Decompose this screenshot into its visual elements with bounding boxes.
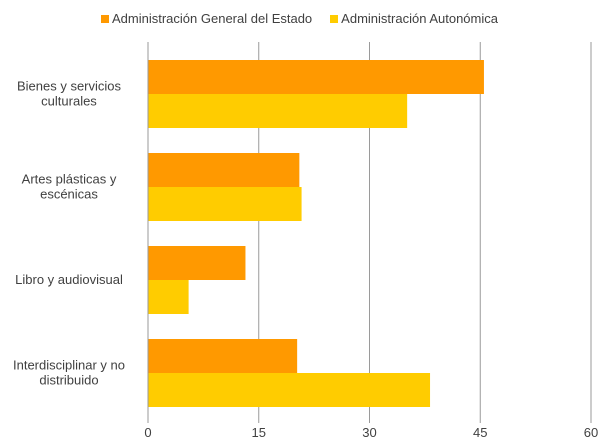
legend-swatch-autonomica <box>330 14 339 23</box>
bar-autonomica-0 <box>148 94 408 128</box>
category-label: Interdisciplinar y no distribuido <box>13 358 125 388</box>
category-labels: Bienes y servicios culturales Artes plásti… <box>13 79 125 388</box>
category-label-line: escénicas <box>40 187 98 202</box>
legend-label-autonomica: Administración Autonómica <box>341 11 498 26</box>
category-label: Libro y audiovisual <box>15 272 123 287</box>
bar-autonomica-3 <box>148 373 431 407</box>
category-label-line: Bienes y servicios <box>17 79 122 94</box>
x-tick-label: 45 <box>473 425 487 440</box>
legend-item-age: Administración General del Estado <box>101 11 312 26</box>
bar-autonomica-2 <box>148 280 189 314</box>
category-label-line: distribuido <box>39 373 98 388</box>
bar-layer <box>148 60 484 407</box>
x-tick-label: 30 <box>362 425 376 440</box>
bar-autonomica-1 <box>148 187 302 221</box>
legend-label-age: Administración General del Estado <box>112 11 313 26</box>
category-label: Bienes y servicios culturales <box>17 79 122 109</box>
legend-swatch-age <box>101 14 109 23</box>
x-tick-label: 0 <box>144 425 151 440</box>
bar-age-1 <box>148 153 300 187</box>
category-label-line: Libro y audiovisual <box>15 272 123 287</box>
bar-age-3 <box>148 339 298 373</box>
category-label-line: Interdisciplinar y no <box>13 358 125 373</box>
axis-layer: 0 15 30 45 60 <box>144 42 598 440</box>
category-label-line: culturales <box>41 94 97 109</box>
bar-age-2 <box>148 246 246 280</box>
category-label-line: Artes plásticas y <box>22 172 117 187</box>
legend: Administración General del Estado Admini… <box>0 11 599 26</box>
category-label: Artes plásticas y escénicas <box>22 172 117 202</box>
x-tick-label: 15 <box>252 425 266 440</box>
bar-age-0 <box>148 60 484 94</box>
x-tick-label: 60 <box>584 425 598 440</box>
legend-item-autonomica: Administración Autonómica <box>330 11 498 26</box>
